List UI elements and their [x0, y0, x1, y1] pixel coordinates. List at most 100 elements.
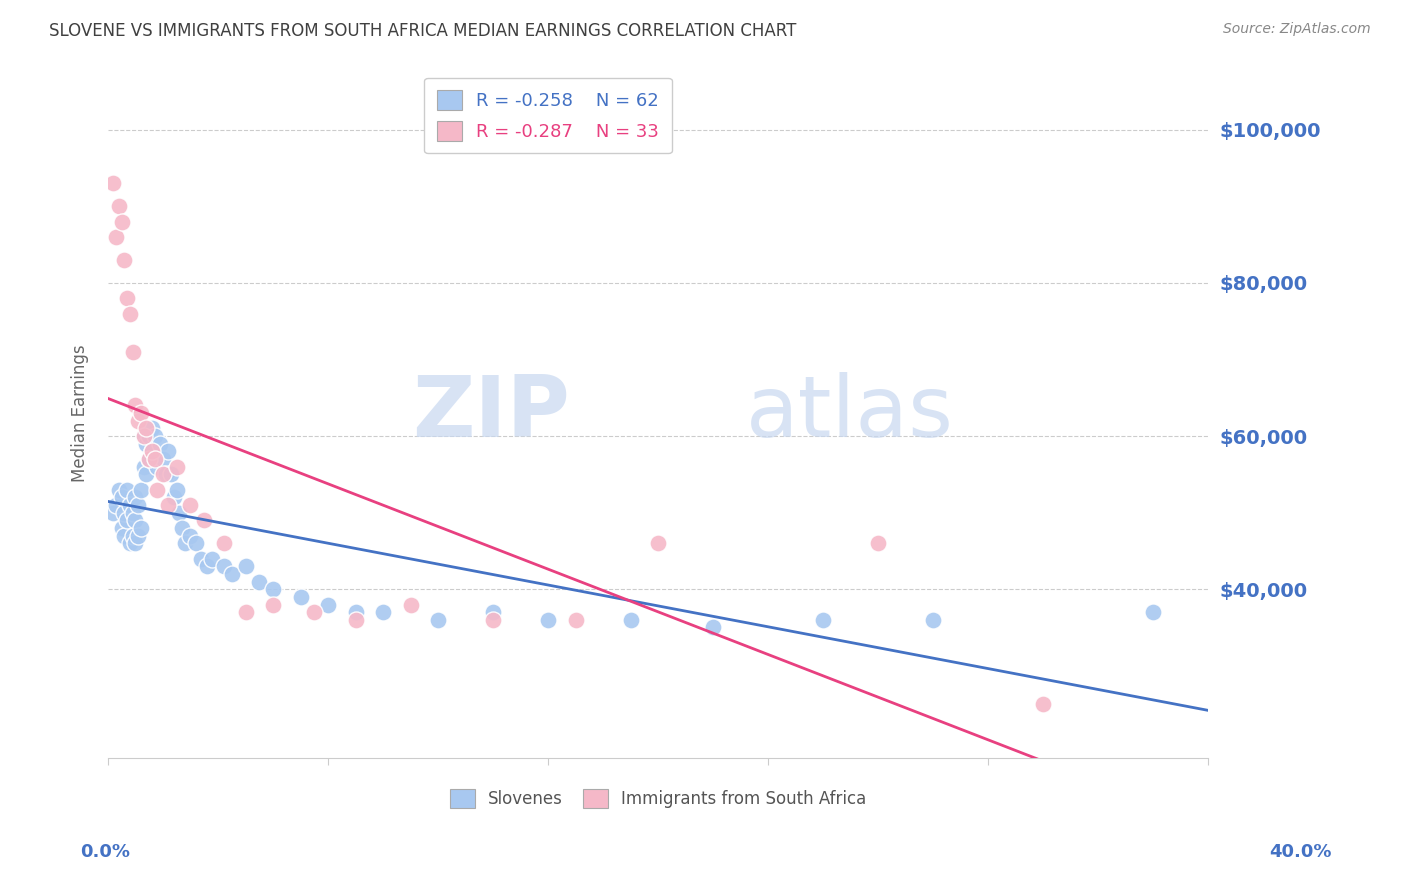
Point: [124, 399, 146, 413]
Point: [169, 506, 191, 520]
Point: [103, 506, 125, 520]
Point: [115, 291, 138, 305]
Point: [121, 528, 143, 542]
Point: [132, 429, 155, 443]
Point: [922, 613, 945, 627]
Point: [108, 483, 131, 497]
Point: [212, 536, 235, 550]
Point: [149, 436, 172, 450]
Point: [166, 483, 188, 497]
Point: [127, 528, 149, 542]
Point: [179, 498, 201, 512]
Point: [111, 521, 134, 535]
Point: [247, 574, 270, 589]
Point: [146, 459, 169, 474]
Point: [132, 459, 155, 474]
Text: atlas: atlas: [747, 372, 955, 455]
Point: [129, 521, 152, 535]
Point: [174, 536, 197, 550]
Point: [124, 491, 146, 505]
Point: [166, 459, 188, 474]
Point: [344, 605, 367, 619]
Point: [114, 252, 136, 267]
Point: [143, 429, 166, 443]
Point: [399, 598, 422, 612]
Point: [146, 483, 169, 497]
Point: [129, 483, 152, 497]
Point: [124, 513, 146, 527]
Point: [138, 452, 160, 467]
Point: [114, 506, 136, 520]
Point: [235, 605, 257, 619]
Point: [221, 566, 243, 581]
Point: [811, 613, 834, 627]
Point: [105, 230, 128, 244]
Point: [121, 344, 143, 359]
Point: [371, 605, 394, 619]
Point: [152, 452, 174, 467]
Text: Source: ZipAtlas.com: Source: ZipAtlas.com: [1223, 22, 1371, 37]
Legend: Slovenes, Immigrants from South Africa: Slovenes, Immigrants from South Africa: [443, 783, 873, 814]
Point: [157, 498, 180, 512]
Point: [108, 199, 131, 213]
Point: [129, 406, 152, 420]
Point: [111, 214, 134, 228]
Point: [172, 521, 194, 535]
Point: [105, 498, 128, 512]
Point: [143, 452, 166, 467]
Point: [138, 452, 160, 467]
Point: [135, 436, 157, 450]
Point: [141, 444, 163, 458]
Point: [1142, 605, 1164, 619]
Point: [138, 429, 160, 443]
Point: [103, 177, 125, 191]
Point: [135, 467, 157, 482]
Point: [127, 414, 149, 428]
Point: [235, 559, 257, 574]
Text: ZIP: ZIP: [412, 372, 569, 455]
Point: [115, 513, 138, 527]
Point: [135, 421, 157, 435]
Point: [262, 598, 284, 612]
Point: [316, 598, 339, 612]
Point: [201, 551, 224, 566]
Point: [537, 613, 560, 627]
Point: [115, 483, 138, 497]
Point: [482, 613, 505, 627]
Point: [868, 536, 890, 550]
Point: [262, 582, 284, 597]
Point: [427, 613, 450, 627]
Point: [157, 444, 180, 458]
Point: [155, 467, 177, 482]
Point: [121, 506, 143, 520]
Point: [160, 467, 183, 482]
Point: [152, 467, 174, 482]
Point: [619, 613, 641, 627]
Point: [132, 429, 155, 443]
Point: [184, 536, 207, 550]
Point: [163, 491, 186, 505]
Text: 0.0%: 0.0%: [80, 843, 131, 861]
Point: [564, 613, 586, 627]
Point: [190, 551, 212, 566]
Text: 40.0%: 40.0%: [1270, 843, 1331, 861]
Point: [127, 498, 149, 512]
Point: [124, 536, 146, 550]
Point: [141, 444, 163, 458]
Point: [212, 559, 235, 574]
Point: [118, 307, 141, 321]
Point: [141, 421, 163, 435]
Point: [118, 498, 141, 512]
Y-axis label: Median Earnings: Median Earnings: [72, 344, 89, 482]
Point: [304, 605, 326, 619]
Point: [344, 613, 367, 627]
Point: [114, 528, 136, 542]
Point: [193, 513, 215, 527]
Point: [118, 536, 141, 550]
Point: [1032, 697, 1054, 711]
Text: SLOVENE VS IMMIGRANTS FROM SOUTH AFRICA MEDIAN EARNINGS CORRELATION CHART: SLOVENE VS IMMIGRANTS FROM SOUTH AFRICA …: [49, 22, 797, 40]
Point: [482, 605, 505, 619]
Point: [195, 559, 218, 574]
Point: [702, 620, 724, 634]
Point: [290, 590, 312, 604]
